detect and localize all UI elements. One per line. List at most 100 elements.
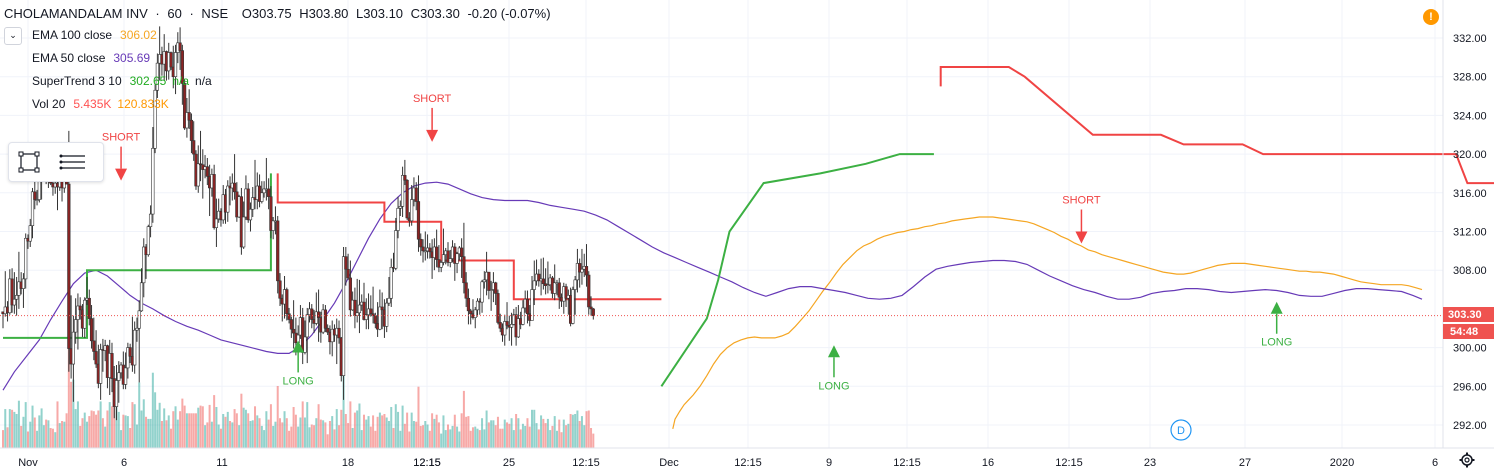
candle[interactable] — [353, 287, 357, 329]
candle[interactable] — [441, 228, 446, 266]
candle[interactable] — [591, 307, 595, 320]
candle[interactable] — [189, 113, 194, 154]
candle[interactable] — [260, 181, 264, 204]
candle[interactable] — [473, 306, 477, 329]
candle[interactable] — [357, 279, 362, 334]
candle[interactable] — [469, 308, 473, 325]
candle[interactable] — [137, 300, 141, 383]
candle[interactable] — [17, 251, 21, 309]
candle[interactable] — [405, 179, 409, 220]
candle[interactable] — [124, 352, 128, 390]
candle[interactable] — [133, 321, 137, 374]
candle[interactable] — [496, 289, 500, 325]
candle[interactable] — [448, 249, 452, 268]
candle[interactable] — [289, 316, 293, 338]
candle[interactable] — [196, 145, 200, 193]
candle[interactable] — [503, 314, 507, 346]
candle[interactable] — [212, 164, 216, 230]
candle[interactable] — [24, 233, 28, 289]
candle[interactable] — [394, 217, 398, 271]
candle[interactable] — [310, 304, 314, 329]
candle[interactable] — [148, 205, 153, 238]
candle[interactable] — [489, 280, 493, 311]
candle[interactable] — [557, 277, 561, 309]
candle[interactable] — [487, 271, 491, 300]
candle[interactable] — [530, 276, 534, 321]
collapse-chevron-icon[interactable]: ⌄ — [4, 26, 22, 45]
candle[interactable] — [257, 174, 262, 208]
candle[interactable] — [553, 264, 557, 301]
candle[interactable] — [385, 298, 389, 333]
candle[interactable] — [78, 297, 82, 320]
candle[interactable] — [180, 44, 184, 105]
indicator-ema100[interactable]: ⌄ EMA 100 close 306.02 — [4, 24, 555, 47]
candle[interactable] — [509, 312, 514, 346]
indicators-tool-button[interactable] — [49, 146, 95, 178]
candle[interactable] — [414, 182, 418, 211]
candle[interactable] — [380, 292, 384, 330]
candle[interactable] — [276, 216, 280, 294]
candle[interactable] — [117, 361, 121, 403]
candle[interactable] — [403, 159, 407, 186]
candle[interactable] — [337, 320, 341, 344]
candle[interactable] — [541, 257, 545, 290]
candle[interactable] — [466, 288, 471, 325]
candle[interactable] — [439, 260, 443, 273]
candle[interactable] — [589, 296, 593, 316]
candle[interactable] — [389, 258, 393, 307]
candle[interactable] — [146, 224, 150, 257]
candle[interactable] — [292, 300, 296, 349]
candle[interactable] — [571, 286, 575, 325]
candle[interactable] — [346, 253, 350, 280]
candle[interactable] — [387, 276, 391, 306]
candle[interactable] — [28, 218, 32, 247]
candle[interactable] — [151, 127, 155, 223]
candle[interactable] — [89, 305, 94, 349]
gear-icon[interactable] — [1459, 452, 1475, 468]
candle[interactable] — [74, 298, 78, 344]
symbol-name[interactable]: CHOLAMANDALAM INV — [4, 6, 148, 21]
candle[interactable] — [142, 238, 146, 298]
candle[interactable] — [192, 121, 196, 161]
candle[interactable] — [305, 307, 309, 364]
candle[interactable] — [126, 342, 130, 379]
candle[interactable] — [12, 272, 16, 314]
candle[interactable] — [183, 79, 187, 130]
candle[interactable] — [323, 305, 327, 333]
candle[interactable] — [30, 187, 35, 239]
candle[interactable] — [153, 84, 157, 154]
candle[interactable] — [475, 298, 480, 317]
candle[interactable] — [10, 268, 14, 313]
candle[interactable] — [21, 273, 26, 308]
candle[interactable] — [480, 279, 484, 313]
symbol-header[interactable]: CHOLAMANDALAM INV · 60 · NSE O303.75 H30… — [4, 6, 551, 21]
candle[interactable] — [201, 149, 205, 199]
candle[interactable] — [362, 282, 366, 321]
rectangle-tool-button[interactable] — [9, 146, 49, 178]
candle[interactable] — [344, 246, 348, 286]
candle[interactable] — [198, 130, 203, 182]
candle[interactable] — [573, 276, 577, 315]
candle[interactable] — [587, 271, 591, 315]
candle[interactable] — [114, 365, 119, 421]
candle[interactable] — [92, 317, 96, 361]
candle[interactable] — [398, 200, 402, 217]
candle[interactable] — [139, 268, 144, 312]
candle[interactable] — [348, 260, 352, 317]
candle[interactable] — [326, 324, 330, 336]
candle[interactable] — [271, 216, 275, 240]
candle[interactable] — [516, 305, 520, 338]
candle[interactable] — [435, 229, 439, 268]
candle[interactable] — [169, 51, 173, 70]
candle[interactable] — [83, 297, 87, 338]
candle[interactable] — [87, 289, 91, 326]
candle[interactable] — [494, 281, 498, 306]
candle[interactable] — [110, 342, 114, 393]
candle[interactable] — [269, 186, 273, 239]
dividend-marker[interactable]: D — [1170, 419, 1192, 441]
candle[interactable] — [421, 239, 425, 263]
candle[interactable] — [330, 320, 334, 357]
candle[interactable] — [155, 53, 159, 98]
candle[interactable] — [1, 311, 5, 329]
